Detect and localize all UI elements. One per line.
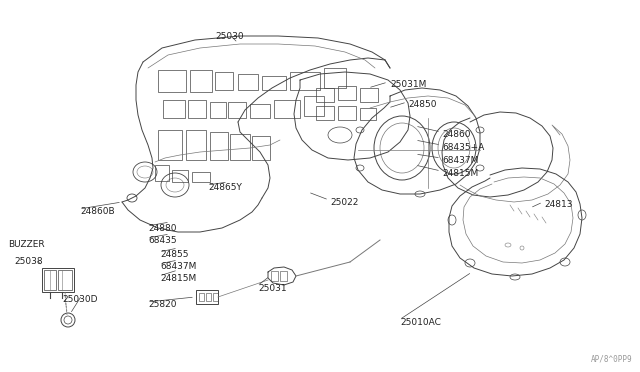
Text: 24860: 24860 bbox=[442, 130, 470, 139]
Bar bbox=[210, 102, 226, 118]
Text: 25022: 25022 bbox=[330, 198, 358, 207]
Text: 24850: 24850 bbox=[408, 100, 436, 109]
Bar bbox=[172, 170, 188, 182]
Bar bbox=[316, 106, 334, 120]
Bar bbox=[262, 76, 286, 90]
Bar bbox=[338, 106, 356, 120]
Text: 25031: 25031 bbox=[258, 284, 287, 293]
Bar bbox=[158, 70, 186, 92]
Text: 25820: 25820 bbox=[148, 300, 177, 309]
Bar bbox=[206, 293, 211, 301]
Bar bbox=[324, 68, 346, 88]
Bar bbox=[290, 72, 320, 90]
Text: 24880: 24880 bbox=[148, 224, 177, 233]
Text: 24813: 24813 bbox=[544, 200, 573, 209]
Text: BUZZER: BUZZER bbox=[8, 240, 45, 249]
Bar bbox=[271, 271, 278, 281]
Text: 68435+A: 68435+A bbox=[442, 143, 484, 152]
Text: 25030: 25030 bbox=[216, 32, 244, 41]
Bar bbox=[316, 88, 334, 102]
Bar bbox=[360, 88, 378, 102]
Bar bbox=[250, 104, 270, 118]
Bar bbox=[192, 172, 210, 182]
Bar bbox=[199, 293, 204, 301]
Bar bbox=[215, 72, 233, 90]
Text: 24815M: 24815M bbox=[160, 274, 196, 283]
Bar bbox=[213, 293, 218, 301]
Bar bbox=[230, 134, 250, 160]
Bar bbox=[280, 271, 287, 281]
Bar bbox=[196, 290, 218, 304]
Bar bbox=[163, 100, 185, 118]
Bar bbox=[238, 74, 258, 90]
Bar bbox=[188, 100, 206, 118]
Text: 25031M: 25031M bbox=[390, 80, 426, 89]
Bar bbox=[274, 100, 300, 118]
Text: 25010AC: 25010AC bbox=[400, 318, 441, 327]
Bar bbox=[190, 70, 212, 92]
Text: 68437M: 68437M bbox=[442, 156, 478, 165]
Bar bbox=[304, 96, 324, 116]
Bar bbox=[360, 108, 376, 120]
Text: 68435: 68435 bbox=[148, 236, 177, 245]
Bar bbox=[252, 136, 270, 160]
Text: 24815M: 24815M bbox=[442, 169, 478, 178]
Bar bbox=[158, 130, 182, 160]
Bar bbox=[228, 102, 246, 118]
Text: 25030D: 25030D bbox=[62, 295, 97, 304]
Text: 68437M: 68437M bbox=[160, 262, 196, 271]
Bar bbox=[42, 268, 74, 292]
Text: 24855: 24855 bbox=[160, 250, 189, 259]
Text: AP/8^0PP9: AP/8^0PP9 bbox=[590, 355, 632, 364]
Text: 24865Y: 24865Y bbox=[208, 183, 242, 192]
Bar bbox=[58, 270, 72, 290]
Text: 25038: 25038 bbox=[14, 257, 43, 266]
Bar bbox=[186, 130, 206, 160]
Bar bbox=[338, 86, 356, 100]
Text: 24860B: 24860B bbox=[80, 207, 115, 216]
Bar bbox=[155, 165, 169, 181]
Bar bbox=[210, 132, 228, 160]
Bar bbox=[44, 270, 56, 290]
